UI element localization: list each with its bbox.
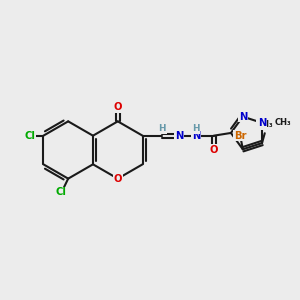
Text: H: H [192,124,200,133]
Text: N: N [192,131,200,141]
Text: Cl: Cl [56,187,67,197]
Text: O: O [113,174,122,184]
Text: O: O [209,145,218,155]
Text: CH₃: CH₃ [275,118,291,127]
Text: H: H [158,124,166,133]
Text: Cl: Cl [24,131,35,141]
Text: CH₃: CH₃ [257,120,274,129]
Text: O: O [113,102,122,112]
Text: N: N [258,118,266,128]
Text: N: N [238,112,247,122]
Text: Br: Br [234,131,246,141]
Text: N: N [175,131,183,141]
